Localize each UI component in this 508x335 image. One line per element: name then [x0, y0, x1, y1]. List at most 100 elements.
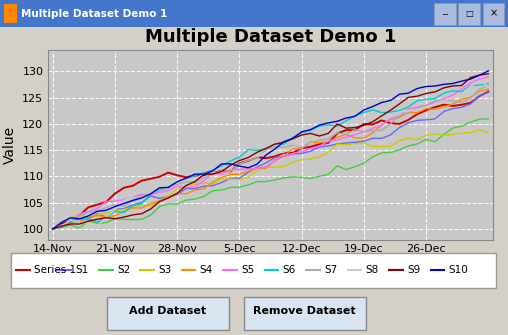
Bar	[458, 3, 480, 25]
S4	[68, 220, 74, 224]
S10	[112, 205, 118, 209]
Text: ─: ─	[442, 9, 448, 18]
Line: S9: S9	[53, 74, 488, 229]
S10	[210, 169, 216, 173]
S10	[396, 92, 402, 96]
Text: S6: S6	[283, 265, 296, 275]
S10	[85, 214, 91, 218]
S9	[147, 207, 153, 211]
S1	[58, 220, 65, 224]
S8	[130, 194, 136, 198]
S9	[361, 123, 367, 127]
S10	[361, 108, 367, 112]
S7	[68, 217, 74, 221]
S9	[236, 158, 242, 162]
S4	[325, 139, 331, 143]
S1	[388, 133, 394, 137]
S10	[103, 208, 109, 212]
S2	[450, 126, 456, 130]
S10	[450, 81, 456, 85]
S1	[201, 184, 207, 188]
S1	[361, 139, 367, 143]
S1	[228, 176, 234, 180]
S6	[299, 131, 305, 135]
S8	[218, 167, 225, 171]
S2	[94, 221, 100, 225]
S9	[192, 180, 198, 184]
S2	[139, 217, 145, 221]
S9	[94, 217, 100, 221]
S6	[112, 209, 118, 213]
S10	[272, 147, 278, 151]
S7	[450, 99, 456, 103]
S3	[396, 139, 402, 143]
S2	[423, 137, 429, 141]
S9	[325, 131, 331, 135]
S8	[147, 189, 153, 193]
S1	[76, 217, 82, 221]
Series 1	[316, 142, 323, 146]
S5	[112, 199, 118, 203]
S7	[94, 209, 100, 213]
S4	[218, 175, 225, 179]
S5	[423, 104, 429, 108]
S6	[316, 124, 323, 128]
S10	[414, 86, 420, 90]
S4	[343, 132, 349, 136]
S10	[423, 84, 429, 88]
S7	[245, 158, 251, 162]
Series 1	[272, 154, 278, 158]
S1	[210, 184, 216, 188]
S8	[201, 172, 207, 176]
S9	[405, 95, 411, 99]
S3	[405, 136, 411, 140]
S6	[218, 164, 225, 168]
Series 1	[85, 205, 91, 209]
S2	[112, 217, 118, 221]
Text: S4: S4	[200, 265, 213, 275]
S4	[254, 166, 260, 170]
S6	[94, 220, 100, 224]
Line: S7: S7	[53, 85, 488, 229]
S10	[307, 128, 313, 132]
S7	[405, 111, 411, 115]
S5	[467, 81, 473, 85]
S3	[485, 131, 491, 135]
S7	[174, 182, 180, 186]
S1	[236, 176, 242, 180]
S7	[228, 170, 234, 174]
S4	[112, 214, 118, 218]
S8	[236, 158, 242, 162]
S2	[58, 225, 65, 229]
S4	[85, 215, 91, 219]
S7	[441, 97, 447, 102]
S1	[378, 136, 385, 140]
Series 1	[76, 214, 82, 218]
S9	[378, 114, 385, 118]
Series 1	[263, 156, 269, 160]
S7	[414, 106, 420, 110]
S8	[432, 102, 438, 106]
S1	[307, 149, 313, 153]
S4	[290, 147, 296, 151]
S9	[130, 213, 136, 217]
S6	[307, 128, 313, 132]
S2	[68, 223, 74, 227]
Series 1	[334, 132, 340, 136]
S1	[396, 126, 402, 130]
S9	[174, 191, 180, 195]
S6	[272, 142, 278, 146]
S8	[316, 135, 323, 139]
S5	[183, 186, 189, 190]
S6	[441, 91, 447, 95]
Title: Multiple Dataset Demo 1: Multiple Dataset Demo 1	[145, 28, 396, 46]
S10	[432, 84, 438, 88]
S8	[245, 157, 251, 161]
S5	[343, 135, 349, 139]
S8	[477, 79, 483, 83]
S3	[228, 177, 234, 181]
S8	[272, 152, 278, 156]
Text: Add Dataset: Add Dataset	[129, 307, 206, 317]
S8	[299, 140, 305, 144]
S4	[139, 206, 145, 210]
